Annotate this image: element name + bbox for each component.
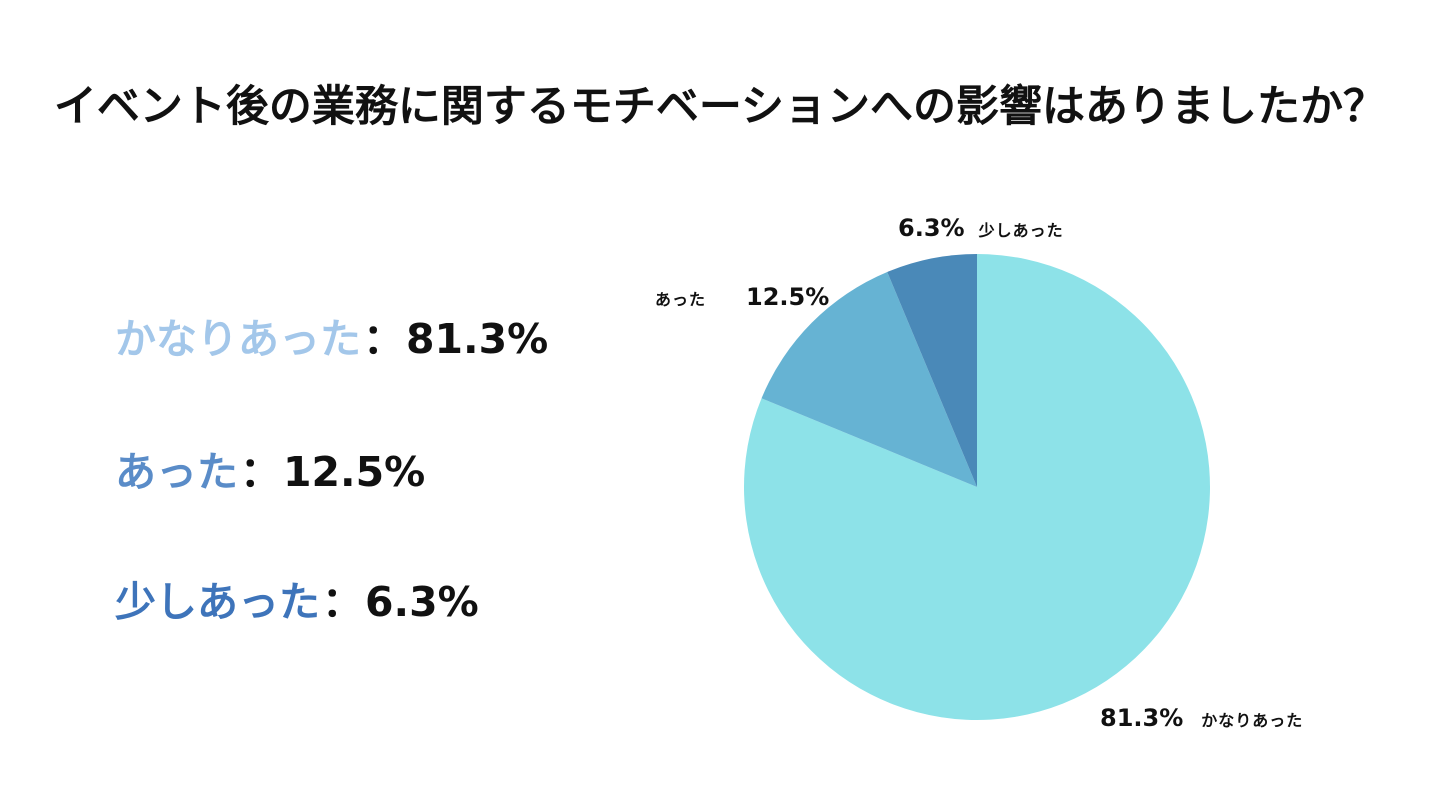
pie-label-atta: あった 12.5%: [655, 285, 829, 309]
legend-item: あった：12.5%: [115, 448, 425, 497]
legend-item-label: あった: [115, 448, 238, 496]
pie-label-sukoshi-atta: 6.3% 少しあった: [898, 216, 1064, 240]
legend-item: 少しあった：6.3%: [115, 578, 479, 627]
pie-label-percent: 12.5%: [746, 283, 830, 311]
pie-label-percent: 6.3%: [898, 214, 965, 242]
legend-colon: ：: [322, 578, 363, 626]
pie-label-percent: 81.3%: [1100, 704, 1184, 732]
pie-chart: [743, 254, 1210, 720]
pie-label-name: あった: [655, 290, 707, 309]
legend-item-label: 少しあった: [115, 578, 320, 626]
legend-colon: ：: [240, 448, 281, 496]
page-title: イベント後の業務に関するモチベーションへの影響はありましたか？: [53, 82, 1387, 132]
pie-label-kanari-atta: 81.3% かなりあった: [1100, 706, 1303, 730]
legend-item: かなりあった：81.3%: [115, 315, 548, 364]
pie-slice-atta: [761, 271, 977, 487]
pie-slice-kanari-atta: [743, 254, 1210, 720]
pie-slice-sukoshi-atta: [887, 254, 977, 487]
legend-item-value: 81.3%: [406, 315, 549, 363]
legend-item-value: 12.5%: [283, 448, 426, 496]
pie-label-name: かなりあった: [1201, 711, 1304, 730]
legend-colon: ：: [363, 315, 404, 363]
legend-item-label: かなりあった: [115, 315, 361, 363]
pie-label-name: 少しあった: [978, 221, 1064, 240]
legend-item-value: 6.3%: [365, 578, 479, 626]
